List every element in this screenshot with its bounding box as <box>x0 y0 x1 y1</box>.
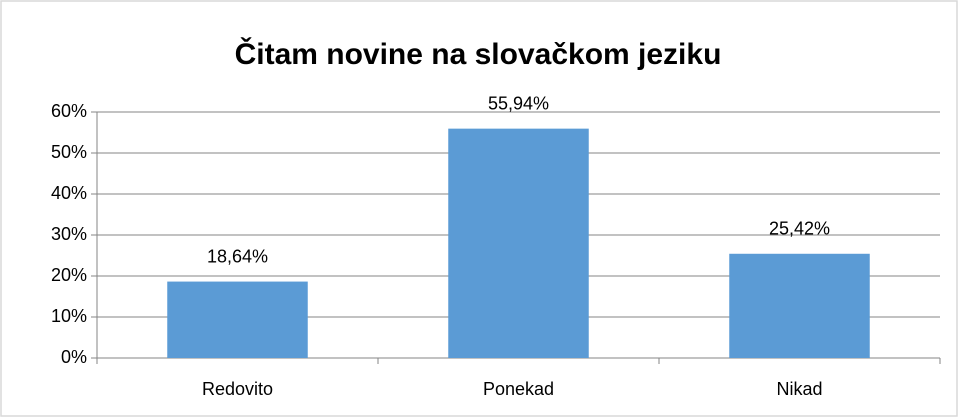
bar <box>729 253 870 358</box>
data-label: 25,42% <box>769 219 830 239</box>
bar <box>167 281 308 358</box>
data-label: 18,64% <box>207 246 268 266</box>
y-tick-label: 30% <box>51 224 87 244</box>
x-tick-label: Nikad <box>776 379 822 399</box>
y-tick-label: 0% <box>61 347 87 367</box>
chart-title: Čitam novine na slovačkom jeziku <box>235 37 722 71</box>
x-tick-label: Ponekad <box>483 379 554 399</box>
bar <box>448 128 589 358</box>
y-tick-label: 10% <box>51 306 87 326</box>
y-tick-label: 20% <box>51 265 87 285</box>
x-tick-label: Redovito <box>202 379 273 399</box>
y-tick-label: 40% <box>51 183 87 203</box>
data-label: 55,94% <box>488 93 549 113</box>
y-tick-label: 60% <box>51 101 87 121</box>
y-tick-label: 50% <box>51 142 87 162</box>
